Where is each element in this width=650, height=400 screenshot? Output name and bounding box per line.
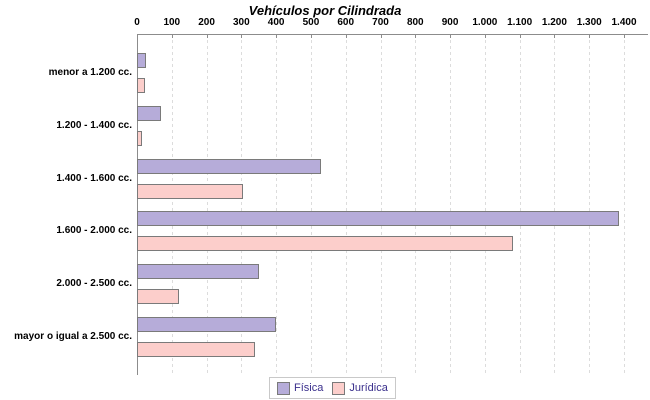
x-tick: [310, 34, 312, 38]
x-tick-label: 600: [337, 17, 355, 28]
grid-line: [345, 34, 347, 375]
legend-item-fisica: Física: [277, 381, 324, 395]
x-tick-label: 400: [267, 17, 285, 28]
x-tick: [554, 34, 556, 38]
bar-juridica: [137, 236, 513, 252]
grid-line: [241, 34, 243, 375]
x-tick-label: 100: [163, 17, 181, 28]
x-tick: [345, 34, 347, 38]
grid-line: [206, 34, 208, 375]
legend-label-juridica: Jurídica: [349, 382, 388, 394]
grid-line: [310, 34, 312, 375]
x-tick-label: 200: [198, 17, 215, 28]
x-tick: [624, 34, 625, 38]
x-tick: [276, 34, 278, 38]
category-label: menor a 1.200 cc.: [48, 67, 132, 78]
bar-fisica: [137, 53, 146, 68]
x-tick-label: 900: [441, 17, 459, 28]
category-label: 1.600 - 2.000 cc.: [56, 225, 132, 237]
category-label: 2.000 - 2.500 cc.: [56, 278, 132, 290]
x-tick-label: 500: [302, 17, 320, 28]
fisica-color-swatch: [277, 381, 290, 395]
x-tick-label: 1.000: [472, 17, 498, 28]
x-tick-label: 1.200: [541, 17, 567, 28]
grid-line: [519, 34, 521, 375]
bar-juridica: [137, 289, 179, 305]
x-tick-label: 1.100: [507, 17, 533, 28]
bar-fisica: [137, 105, 161, 121]
x-tick: [589, 34, 591, 38]
x-tick: [484, 34, 486, 38]
category-label: mayor o igual a 2.500 cc.: [14, 331, 132, 342]
grid-line: [415, 34, 417, 375]
category-label: 1.200 - 1.400 cc.: [56, 119, 132, 131]
x-tick: [241, 34, 243, 38]
category-label: 1.400 - 1.600 cc.: [56, 172, 132, 184]
x-tick-label: 1.300: [576, 17, 602, 28]
x-tick-label: 700: [372, 17, 389, 28]
grid-line: [554, 34, 556, 375]
legend-label-fisica: Física: [294, 382, 324, 394]
grid-line: [589, 34, 591, 375]
grid-line: [171, 34, 173, 375]
grid-line: [624, 34, 625, 375]
grid-line: [484, 34, 486, 375]
grid-line: [450, 34, 452, 375]
bar-juridica: [137, 183, 244, 199]
bar-juridica: [137, 78, 145, 93]
x-tick: [206, 34, 208, 38]
chart-title: Vehículos por Cilindrada: [248, 3, 402, 18]
x-axis-line: [137, 34, 648, 35]
bar-fisica: [137, 211, 619, 227]
x-tick: [171, 34, 173, 38]
bar-fisica: [137, 317, 277, 332]
bar-fisica: [137, 264, 259, 280]
x-tick-label: 1.400: [611, 17, 637, 28]
legend-item-juridica: Jurídica: [332, 381, 388, 395]
x-tick: [415, 34, 417, 38]
x-tick: [380, 34, 382, 38]
bar-fisica: [137, 158, 322, 174]
x-tick: [137, 34, 138, 38]
x-tick-label: 0: [134, 17, 140, 28]
x-tick-label: 800: [406, 17, 424, 28]
bar-juridica: [137, 342, 256, 357]
legend: Física Jurídica: [269, 377, 396, 399]
grid-line: [276, 34, 278, 375]
grid-line: [380, 34, 382, 375]
x-tick-label: 300: [233, 17, 250, 28]
y-axis-line: [137, 34, 138, 375]
juridica-color-swatch: [332, 381, 346, 395]
x-tick: [450, 34, 452, 38]
x-tick: [519, 34, 521, 38]
bar-juridica: [137, 130, 142, 146]
